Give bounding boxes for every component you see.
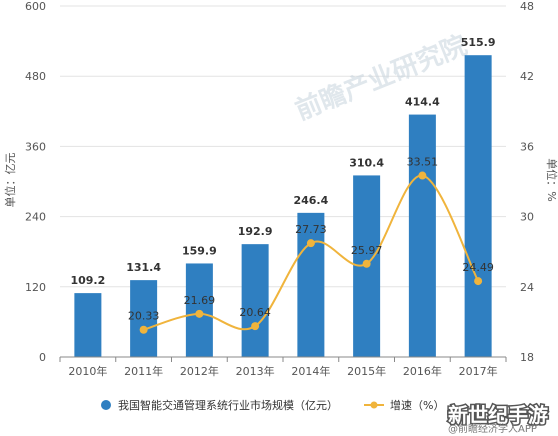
y-left-tick-label: 120 (25, 281, 46, 294)
bar-value-label: 310.4 (349, 156, 384, 169)
growth-value-label: 27.73 (295, 223, 327, 236)
legend-bar-label: 我国智能交通管理系统行业市场规模（亿元） (118, 398, 338, 412)
y-right-title: 单位：% (545, 158, 558, 201)
axes: 0 120 240 360 480 600 18 24 30 36 42 48 2010年 2011年 20… (25, 0, 534, 378)
growth-value-label: 20.64 (239, 306, 271, 319)
y-left-tick-label: 0 (39, 351, 46, 364)
legend-bar-marker (101, 400, 111, 410)
x-tick-label: 2012年 (180, 364, 219, 378)
growth-point (139, 325, 148, 334)
y-right-tick-label: 30 (520, 211, 534, 224)
y-left-tick-label: 600 (25, 0, 46, 13)
source-note: @前瞻经济学人APP (448, 422, 537, 435)
watermark: 前瞻产业研究院 (291, 30, 471, 127)
y-right-tick-label: 18 (520, 351, 534, 364)
y-right-tick-label: 24 (520, 281, 534, 294)
growth-value-label: 21.69 (184, 294, 216, 307)
growth-value-label: 33.51 (407, 156, 439, 169)
bar (408, 114, 436, 358)
growth-value-label: 20.33 (128, 310, 160, 323)
bar-value-label: 192.9 (238, 225, 273, 238)
growth-point (306, 239, 315, 248)
bar (130, 280, 158, 357)
bar-value-label: 131.4 (126, 261, 161, 274)
bar-value-label: 414.4 (405, 96, 440, 109)
bar (297, 212, 325, 357)
x-tick-label: 2015年 (347, 364, 386, 378)
x-tick-label: 2014年 (291, 364, 330, 378)
x-tick-label: 2013年 (236, 364, 275, 378)
x-tick-label: 2010年 (68, 364, 107, 378)
legend-line-dot (370, 401, 378, 409)
growth-point (362, 259, 371, 268)
bar (241, 244, 269, 357)
y-right-tick-label: 42 (520, 70, 534, 83)
bar-value-label: 515.9 (461, 36, 496, 49)
x-tick-label: 2016年 (403, 364, 442, 378)
bar (74, 293, 102, 357)
growth-series: 20.33 21.69 20.64 27.73 25.97 33.51 24.49 (128, 156, 494, 334)
y-right-tick-label: 48 (520, 0, 534, 13)
growth-point (474, 277, 483, 286)
legend-line-label: 增速（%） (390, 398, 444, 412)
y-left-tick-label: 480 (25, 70, 46, 83)
bar-value-label: 159.9 (182, 244, 217, 257)
corner-watermark: 新世纪手游 (448, 403, 548, 427)
bar-value-label: 246.4 (293, 194, 328, 207)
bar-value-label: 109.2 (70, 274, 105, 287)
x-tick-label: 2011年 (124, 364, 163, 378)
y-left-title: 单位：亿元 (3, 153, 17, 208)
legend: 我国智能交通管理系统行业市场规模（亿元） 增速（%） (101, 398, 444, 412)
growth-point (418, 171, 427, 180)
bar (464, 55, 492, 358)
growth-value-label: 25.97 (351, 244, 383, 257)
y-right-tick-label: 36 (520, 140, 534, 153)
x-tick-label: 2017年 (459, 364, 498, 378)
y-left-tick-label: 360 (25, 140, 46, 153)
growth-point (251, 322, 260, 331)
y-left-tick-label: 240 (25, 211, 46, 224)
growth-point (195, 309, 204, 318)
growth-value-label: 24.49 (462, 261, 494, 274)
